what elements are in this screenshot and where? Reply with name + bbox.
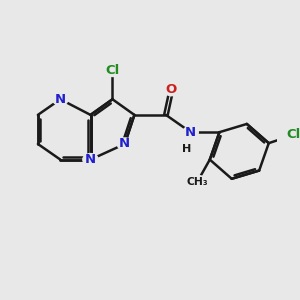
- Ellipse shape: [285, 129, 300, 141]
- Text: O: O: [166, 83, 177, 96]
- Ellipse shape: [53, 93, 68, 105]
- Ellipse shape: [104, 64, 121, 76]
- Text: CH₃: CH₃: [187, 176, 208, 187]
- Ellipse shape: [83, 154, 98, 166]
- Text: N: N: [119, 137, 130, 151]
- Ellipse shape: [181, 144, 193, 154]
- Ellipse shape: [183, 126, 198, 138]
- Text: H: H: [182, 144, 191, 154]
- Text: N: N: [185, 126, 196, 139]
- Ellipse shape: [117, 138, 133, 150]
- Text: N: N: [85, 153, 96, 166]
- Text: Cl: Cl: [286, 128, 300, 141]
- Text: N: N: [55, 93, 66, 106]
- Ellipse shape: [164, 84, 179, 96]
- Ellipse shape: [187, 176, 208, 188]
- Text: Cl: Cl: [105, 64, 120, 77]
